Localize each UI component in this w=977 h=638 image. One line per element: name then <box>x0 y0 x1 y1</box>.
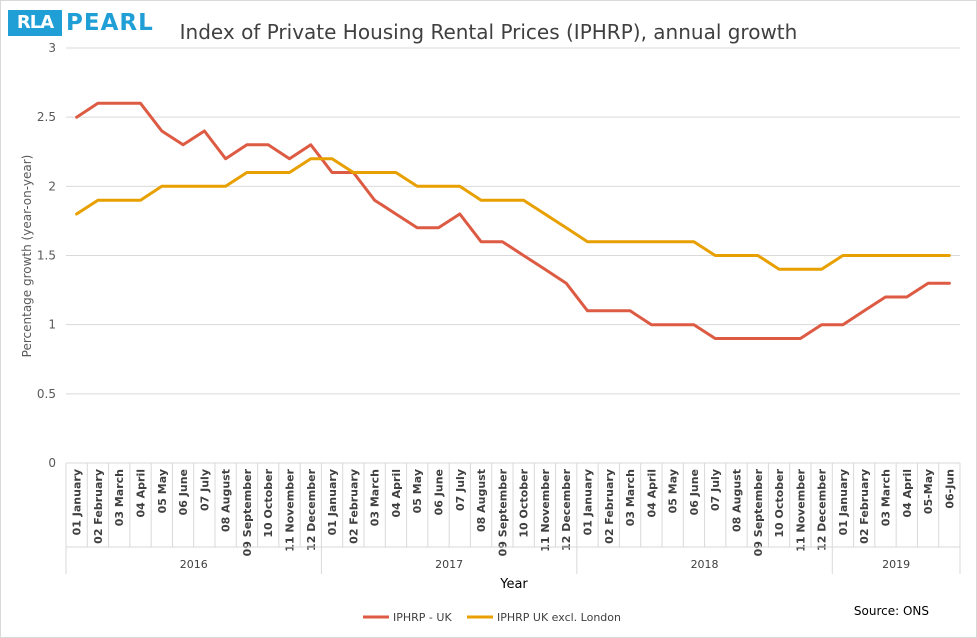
series-line-excl-london <box>75 157 951 271</box>
x-tick-label: 07 July <box>198 469 211 511</box>
x-tick-label: 11 November <box>284 468 297 551</box>
x-tick-label: 10 October <box>262 468 275 537</box>
x-tick-label: 12 December <box>816 468 829 551</box>
x-tick-label: 07 July <box>454 469 467 511</box>
x-tick-label: 09 September <box>241 468 254 556</box>
x-tick-label: 01 January <box>582 469 595 535</box>
x-tick-label: 06 June <box>177 469 190 515</box>
x-tick-label: 12 December <box>305 468 318 551</box>
x-tick-label: 08 August <box>220 469 233 532</box>
x-tick-label: 06-Jun <box>943 469 956 509</box>
y-tick-label: 2.5 <box>37 110 56 124</box>
x-tick-label: 10 October <box>773 468 786 537</box>
x-tick-label: 08 August <box>475 469 488 532</box>
x-tick-label: 02 February <box>347 469 360 544</box>
series-line-uk <box>75 101 951 340</box>
year-group-label: 2019 <box>882 558 910 571</box>
year-group-label: 2016 <box>180 558 208 571</box>
x-tick-label: 05 May <box>667 469 680 513</box>
y-axis-label: Percentage growth (year-on-year) <box>20 155 34 358</box>
x-tick-label: 03 March <box>880 469 893 526</box>
x-tick-label: 03 March <box>624 469 637 526</box>
legend-label-excl-london: IPHRP UK excl. London <box>497 611 621 624</box>
chart-title: Index of Private Housing Rental Prices (… <box>179 20 798 44</box>
y-tick-label: 0 <box>48 456 56 470</box>
x-tick-label: 01 January <box>326 469 339 535</box>
year-group-label: 2017 <box>435 558 463 571</box>
x-axis-label: Year <box>499 577 528 592</box>
legend: IPHRP - UK IPHRP UK excl. London <box>363 611 621 624</box>
x-axis: 01 January 02 February 03 March 04 April 05 … <box>65 463 961 574</box>
series-lines <box>75 101 951 340</box>
x-tick-label: 04 April <box>901 469 914 518</box>
x-tick-label: 03 March <box>369 469 382 526</box>
x-tick-label: 11 November <box>539 468 552 551</box>
x-tick-label: 05 May <box>156 469 169 513</box>
x-tick-label: 05 May <box>411 469 424 513</box>
x-tick-label: 01 January <box>71 469 84 535</box>
x-tick-label: 07 July <box>709 469 722 511</box>
y-tick-label: 1.5 <box>37 249 56 263</box>
x-tick-label: 06 June <box>688 469 701 515</box>
year-group-label: 2018 <box>691 558 719 571</box>
gridlines <box>66 47 960 464</box>
x-tick-label: 03 March <box>113 469 126 526</box>
legend-label-uk: IPHRP - UK <box>393 611 452 624</box>
x-tick-label: 12 December <box>560 468 573 551</box>
x-tick-label: 04 April <box>390 469 403 518</box>
x-tick-label: 02 February <box>92 469 105 544</box>
x-tick-label: 09 September <box>496 468 509 556</box>
x-tick-label: 10 October <box>518 468 531 537</box>
y-axis: 0 0.5 1 1.5 2 2.5 3 <box>37 41 56 470</box>
x-tick-label: 08 August <box>731 469 744 532</box>
x-tick-label: 11 November <box>794 468 807 551</box>
brand-logo: RLA PEARL <box>8 10 158 40</box>
x-tick-label: 02 February <box>858 469 871 544</box>
x-tick-label: 06 June <box>433 469 446 515</box>
y-tick-label: 1 <box>48 318 56 332</box>
y-tick-label: 3 <box>48 41 56 55</box>
x-tick-label: 05-May <box>922 469 935 514</box>
x-tick-label: 02 February <box>603 469 616 544</box>
x-tick-label: 01 January <box>837 469 850 535</box>
x-tick-label: 04 April <box>645 469 658 518</box>
source-note: Source: ONS <box>853 604 929 618</box>
logo-mark: RLA <box>8 10 62 36</box>
y-tick-label: 2 <box>48 179 56 193</box>
logo-name: PEARL <box>66 10 154 36</box>
x-tick-label: 04 April <box>135 469 148 518</box>
y-tick-label: 0.5 <box>37 387 56 401</box>
x-tick-label: 09 September <box>752 468 765 556</box>
